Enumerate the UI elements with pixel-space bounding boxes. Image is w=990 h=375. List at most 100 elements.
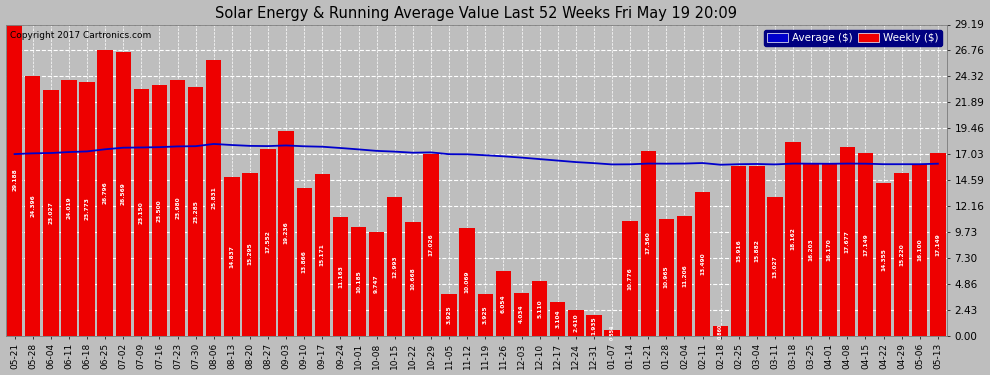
Bar xyxy=(623,221,638,336)
Bar xyxy=(568,310,583,336)
Text: 3.925: 3.925 xyxy=(446,305,451,324)
Text: 26.569: 26.569 xyxy=(121,183,126,206)
Bar xyxy=(514,292,530,336)
Text: 14.355: 14.355 xyxy=(881,248,886,270)
Text: 0.860: 0.860 xyxy=(718,323,723,339)
Text: 29.188: 29.188 xyxy=(12,169,17,191)
Text: 16.170: 16.170 xyxy=(827,238,832,261)
Text: 2.410: 2.410 xyxy=(573,314,578,332)
Text: 0.554: 0.554 xyxy=(610,325,615,340)
Bar xyxy=(97,50,113,336)
Text: Copyright 2017 Cartronics.com: Copyright 2017 Cartronics.com xyxy=(10,31,151,40)
Bar xyxy=(315,174,330,336)
Bar xyxy=(857,153,873,336)
Text: 13.866: 13.866 xyxy=(302,250,307,273)
Bar xyxy=(658,219,674,336)
Bar xyxy=(206,60,222,336)
Bar xyxy=(840,147,855,336)
Bar xyxy=(224,177,240,336)
Bar xyxy=(424,154,439,336)
Bar xyxy=(25,76,41,336)
Text: 24.396: 24.396 xyxy=(31,194,36,217)
Bar xyxy=(677,216,692,336)
Bar xyxy=(79,82,95,336)
Text: 10.965: 10.965 xyxy=(664,266,669,288)
Text: 25.831: 25.831 xyxy=(211,186,216,209)
Bar xyxy=(713,326,729,336)
Bar xyxy=(731,166,746,336)
Text: 10.069: 10.069 xyxy=(464,271,469,293)
Text: 23.285: 23.285 xyxy=(193,200,198,223)
Text: 16.203: 16.203 xyxy=(809,238,814,261)
Bar xyxy=(695,192,710,336)
Text: 11.206: 11.206 xyxy=(682,264,687,287)
Bar xyxy=(931,153,945,336)
Title: Solar Energy & Running Average Value Last 52 Weeks Fri May 19 20:09: Solar Energy & Running Average Value Las… xyxy=(215,6,738,21)
Text: 17.149: 17.149 xyxy=(936,233,940,255)
Text: 11.163: 11.163 xyxy=(338,265,343,288)
Text: 1.935: 1.935 xyxy=(591,316,596,334)
Bar xyxy=(188,87,203,336)
Bar xyxy=(297,188,312,336)
Bar xyxy=(243,172,257,336)
Bar xyxy=(894,173,910,336)
Text: 15.220: 15.220 xyxy=(899,243,904,266)
Text: 17.026: 17.026 xyxy=(429,234,434,256)
Text: 26.796: 26.796 xyxy=(103,182,108,204)
Text: 24.019: 24.019 xyxy=(66,196,71,219)
Bar xyxy=(350,227,366,336)
Text: 17.552: 17.552 xyxy=(265,231,270,254)
Bar xyxy=(151,85,167,336)
Text: 3.925: 3.925 xyxy=(483,305,488,324)
Text: 5.110: 5.110 xyxy=(538,299,543,318)
Bar xyxy=(44,90,58,336)
Bar xyxy=(586,315,602,336)
Bar xyxy=(387,197,403,336)
Bar xyxy=(61,80,76,336)
Text: 14.837: 14.837 xyxy=(230,245,235,268)
Text: 10.776: 10.776 xyxy=(628,267,633,290)
Bar xyxy=(170,80,185,336)
Bar xyxy=(604,330,620,336)
Bar xyxy=(442,294,456,336)
Text: 17.677: 17.677 xyxy=(844,230,849,253)
Bar xyxy=(550,303,565,336)
Text: 19.236: 19.236 xyxy=(284,222,289,245)
Bar xyxy=(116,53,131,336)
Bar xyxy=(134,89,149,336)
Text: 6.054: 6.054 xyxy=(501,294,506,313)
Text: 15.295: 15.295 xyxy=(248,243,252,266)
Text: 9.747: 9.747 xyxy=(374,274,379,293)
Text: 23.500: 23.500 xyxy=(157,199,162,222)
Bar xyxy=(260,148,276,336)
Text: 16.100: 16.100 xyxy=(918,238,923,261)
Text: 23.027: 23.027 xyxy=(49,201,53,224)
Text: 13.490: 13.490 xyxy=(700,252,705,275)
Bar xyxy=(496,271,511,336)
Bar xyxy=(333,217,348,336)
Bar xyxy=(459,228,475,336)
Bar xyxy=(876,183,891,336)
Bar xyxy=(532,281,547,336)
Bar xyxy=(405,222,421,336)
Text: 12.993: 12.993 xyxy=(392,255,397,278)
Bar xyxy=(278,130,294,336)
Bar xyxy=(749,166,764,336)
Bar xyxy=(369,232,384,336)
Bar xyxy=(477,294,493,336)
Text: 18.162: 18.162 xyxy=(791,227,796,250)
Bar xyxy=(641,151,656,336)
Text: 23.773: 23.773 xyxy=(84,198,89,220)
Text: 15.171: 15.171 xyxy=(320,243,325,266)
Text: 13.027: 13.027 xyxy=(772,255,777,278)
Text: 17.360: 17.360 xyxy=(645,232,650,254)
Text: 4.034: 4.034 xyxy=(519,305,524,323)
Bar xyxy=(912,164,928,336)
Text: 23.150: 23.150 xyxy=(139,201,144,223)
Text: 10.185: 10.185 xyxy=(356,270,361,292)
Bar xyxy=(7,24,23,336)
Bar xyxy=(767,197,783,336)
Bar xyxy=(785,142,801,336)
Text: 15.916: 15.916 xyxy=(737,239,742,262)
Text: 15.882: 15.882 xyxy=(754,240,759,262)
